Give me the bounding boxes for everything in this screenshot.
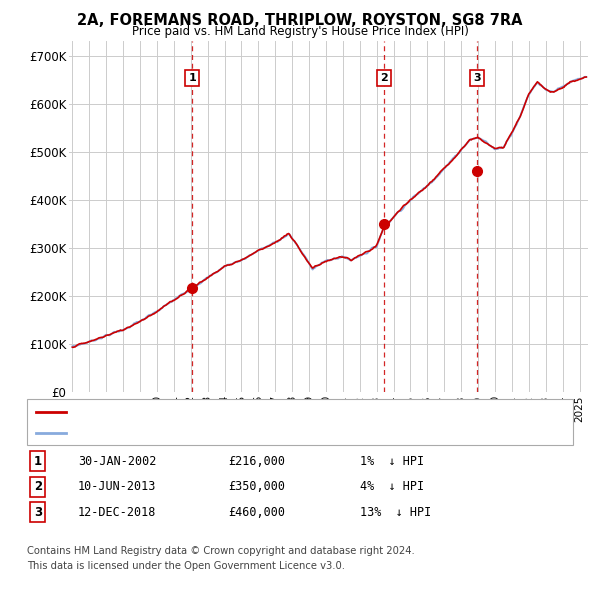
Text: Contains HM Land Registry data © Crown copyright and database right 2024.: Contains HM Land Registry data © Crown c… [27,546,415,556]
Text: £350,000: £350,000 [228,480,285,493]
Text: 1%  ↓ HPI: 1% ↓ HPI [360,455,424,468]
Text: 10-JUN-2013: 10-JUN-2013 [78,480,157,493]
Text: 13%  ↓ HPI: 13% ↓ HPI [360,506,431,519]
Text: 2: 2 [380,73,388,83]
Text: £216,000: £216,000 [228,455,285,468]
Text: 1: 1 [188,73,196,83]
Text: 4%  ↓ HPI: 4% ↓ HPI [360,480,424,493]
Text: 1: 1 [34,455,42,468]
Text: 2A, FOREMANS ROAD, THRIPLOW, ROYSTON, SG8 7RA: 2A, FOREMANS ROAD, THRIPLOW, ROYSTON, SG… [77,13,523,28]
Text: 3: 3 [34,506,42,519]
Text: 2A, FOREMANS ROAD, THRIPLOW, ROYSTON, SG8 7RA (detached house): 2A, FOREMANS ROAD, THRIPLOW, ROYSTON, SG… [72,407,476,417]
Text: 3: 3 [473,73,481,83]
Text: Price paid vs. HM Land Registry's House Price Index (HPI): Price paid vs. HM Land Registry's House … [131,25,469,38]
Text: 12-DEC-2018: 12-DEC-2018 [78,506,157,519]
Text: HPI: Average price, detached house, South Cambridgeshire: HPI: Average price, detached house, Sout… [72,428,403,438]
Text: 2: 2 [34,480,42,493]
Text: £460,000: £460,000 [228,506,285,519]
Text: 30-JAN-2002: 30-JAN-2002 [78,455,157,468]
Text: This data is licensed under the Open Government Licence v3.0.: This data is licensed under the Open Gov… [27,561,345,571]
